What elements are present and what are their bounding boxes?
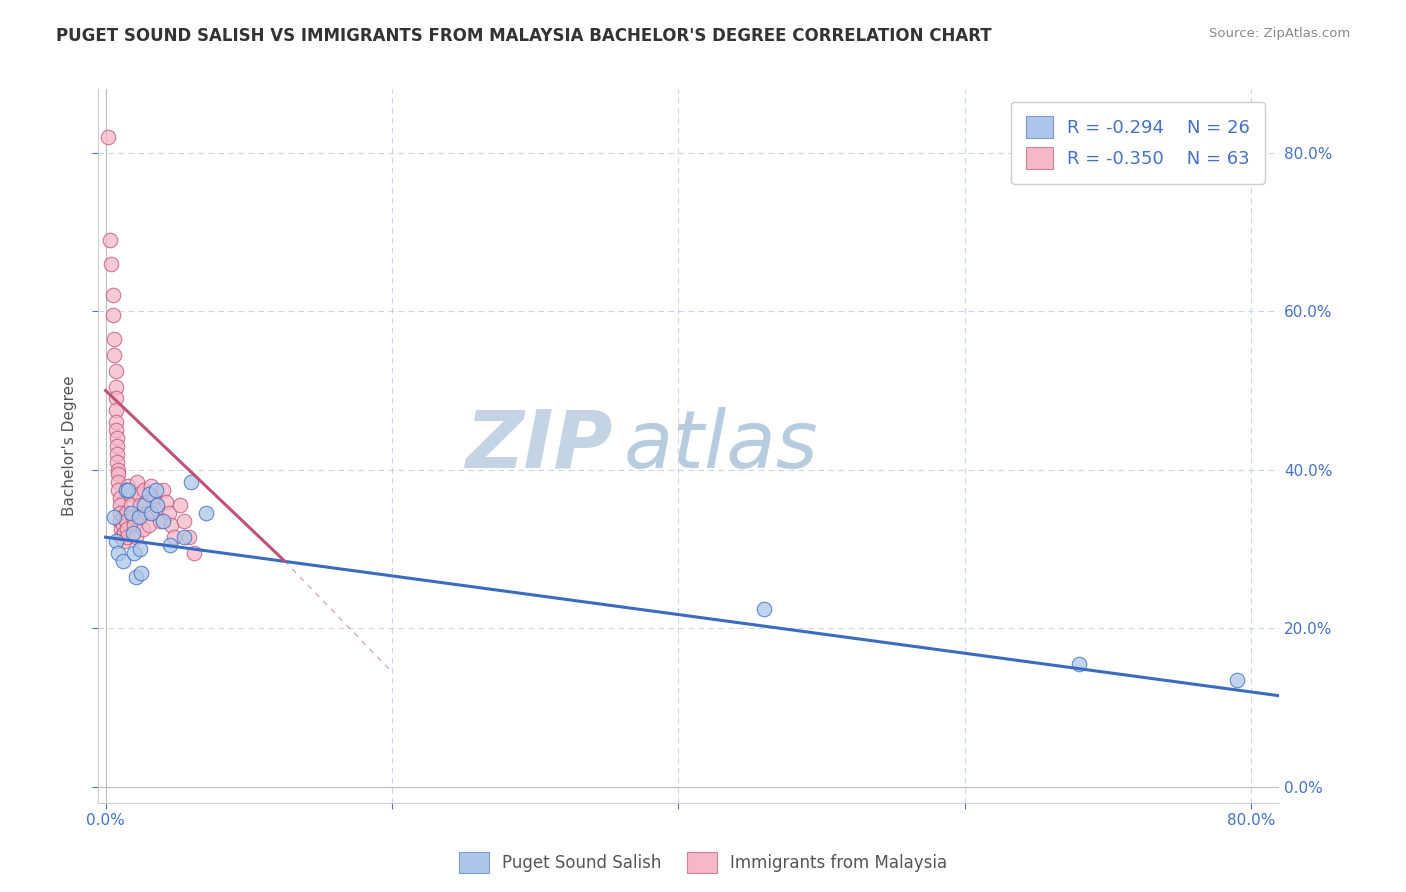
Point <box>105 439 128 453</box>
Point <box>104 415 127 429</box>
Point <box>138 518 160 533</box>
Point <box>169 499 191 513</box>
Point <box>103 510 125 524</box>
Point <box>111 518 134 533</box>
Point <box>118 486 141 500</box>
Text: Source: ZipAtlas.com: Source: ZipAtlas.com <box>1209 27 1350 40</box>
Point <box>114 507 136 521</box>
Point <box>112 526 135 541</box>
Point <box>173 530 195 544</box>
Point <box>122 546 145 560</box>
Point <box>108 507 131 521</box>
Point <box>132 522 155 536</box>
Point <box>194 507 217 521</box>
Point <box>110 530 132 544</box>
Point <box>120 507 142 521</box>
Point <box>134 499 156 513</box>
Point <box>136 507 159 521</box>
Point <box>146 502 169 516</box>
Point <box>104 534 127 549</box>
Point <box>107 546 129 560</box>
Point <box>1067 657 1090 671</box>
Point <box>107 475 129 489</box>
Point <box>117 478 139 492</box>
Legend: Puget Sound Salish, Immigrants from Malaysia: Puget Sound Salish, Immigrants from Mala… <box>453 846 953 880</box>
Point <box>129 499 152 513</box>
Point <box>104 379 127 393</box>
Point <box>152 514 174 528</box>
Point <box>105 447 128 461</box>
Point <box>121 510 143 524</box>
Point <box>98 233 121 247</box>
Point <box>112 534 135 549</box>
Point <box>108 499 131 513</box>
Point <box>157 507 180 521</box>
Point <box>114 514 136 528</box>
Point <box>114 483 136 497</box>
Point <box>108 491 131 505</box>
Text: atlas: atlas <box>624 407 818 485</box>
Point <box>131 510 153 524</box>
Point <box>149 514 172 528</box>
Point <box>129 542 152 557</box>
Point <box>752 601 775 615</box>
Point <box>117 483 139 497</box>
Point <box>104 392 127 406</box>
Point <box>134 483 156 497</box>
Point <box>105 455 128 469</box>
Point <box>135 494 157 508</box>
Point <box>111 510 134 524</box>
Point <box>103 348 125 362</box>
Point <box>141 478 163 492</box>
Point <box>146 499 169 513</box>
Point <box>183 546 205 560</box>
Point <box>108 514 131 528</box>
Point <box>152 483 174 497</box>
Point <box>141 507 163 521</box>
Point <box>115 530 138 544</box>
Legend: R = -0.294    N = 26, R = -0.350    N = 63: R = -0.294 N = 26, R = -0.350 N = 63 <box>1011 102 1264 184</box>
Point <box>97 129 120 144</box>
Text: PUGET SOUND SALISH VS IMMIGRANTS FROM MALAYSIA BACHELOR'S DEGREE CORRELATION CHA: PUGET SOUND SALISH VS IMMIGRANTS FROM MA… <box>56 27 991 45</box>
Point <box>131 566 153 580</box>
Point <box>143 491 166 505</box>
Point <box>107 463 129 477</box>
Point <box>104 403 127 417</box>
Point <box>121 526 143 541</box>
Point <box>128 510 150 524</box>
Point <box>101 308 124 322</box>
Point <box>138 486 160 500</box>
Point <box>160 518 183 533</box>
Point <box>111 554 134 568</box>
Point <box>104 364 127 378</box>
Point <box>103 332 125 346</box>
Point <box>100 257 122 271</box>
Point <box>120 499 142 513</box>
Point <box>122 518 145 533</box>
Point <box>180 475 202 489</box>
Point <box>107 483 129 497</box>
Y-axis label: Bachelor's Degree: Bachelor's Degree <box>62 376 77 516</box>
Point <box>128 486 150 500</box>
Point <box>110 522 132 536</box>
Point <box>155 494 177 508</box>
Text: ZIP: ZIP <box>465 407 612 485</box>
Point <box>163 530 186 544</box>
Point <box>115 522 138 536</box>
Point <box>124 570 146 584</box>
Point <box>145 483 167 497</box>
Point <box>125 475 148 489</box>
Point <box>104 423 127 437</box>
Point <box>107 467 129 481</box>
Point <box>159 538 181 552</box>
Point <box>105 431 128 445</box>
Point <box>177 530 200 544</box>
Point <box>101 288 124 302</box>
Point <box>1225 673 1247 687</box>
Point <box>173 514 195 528</box>
Point <box>124 530 146 544</box>
